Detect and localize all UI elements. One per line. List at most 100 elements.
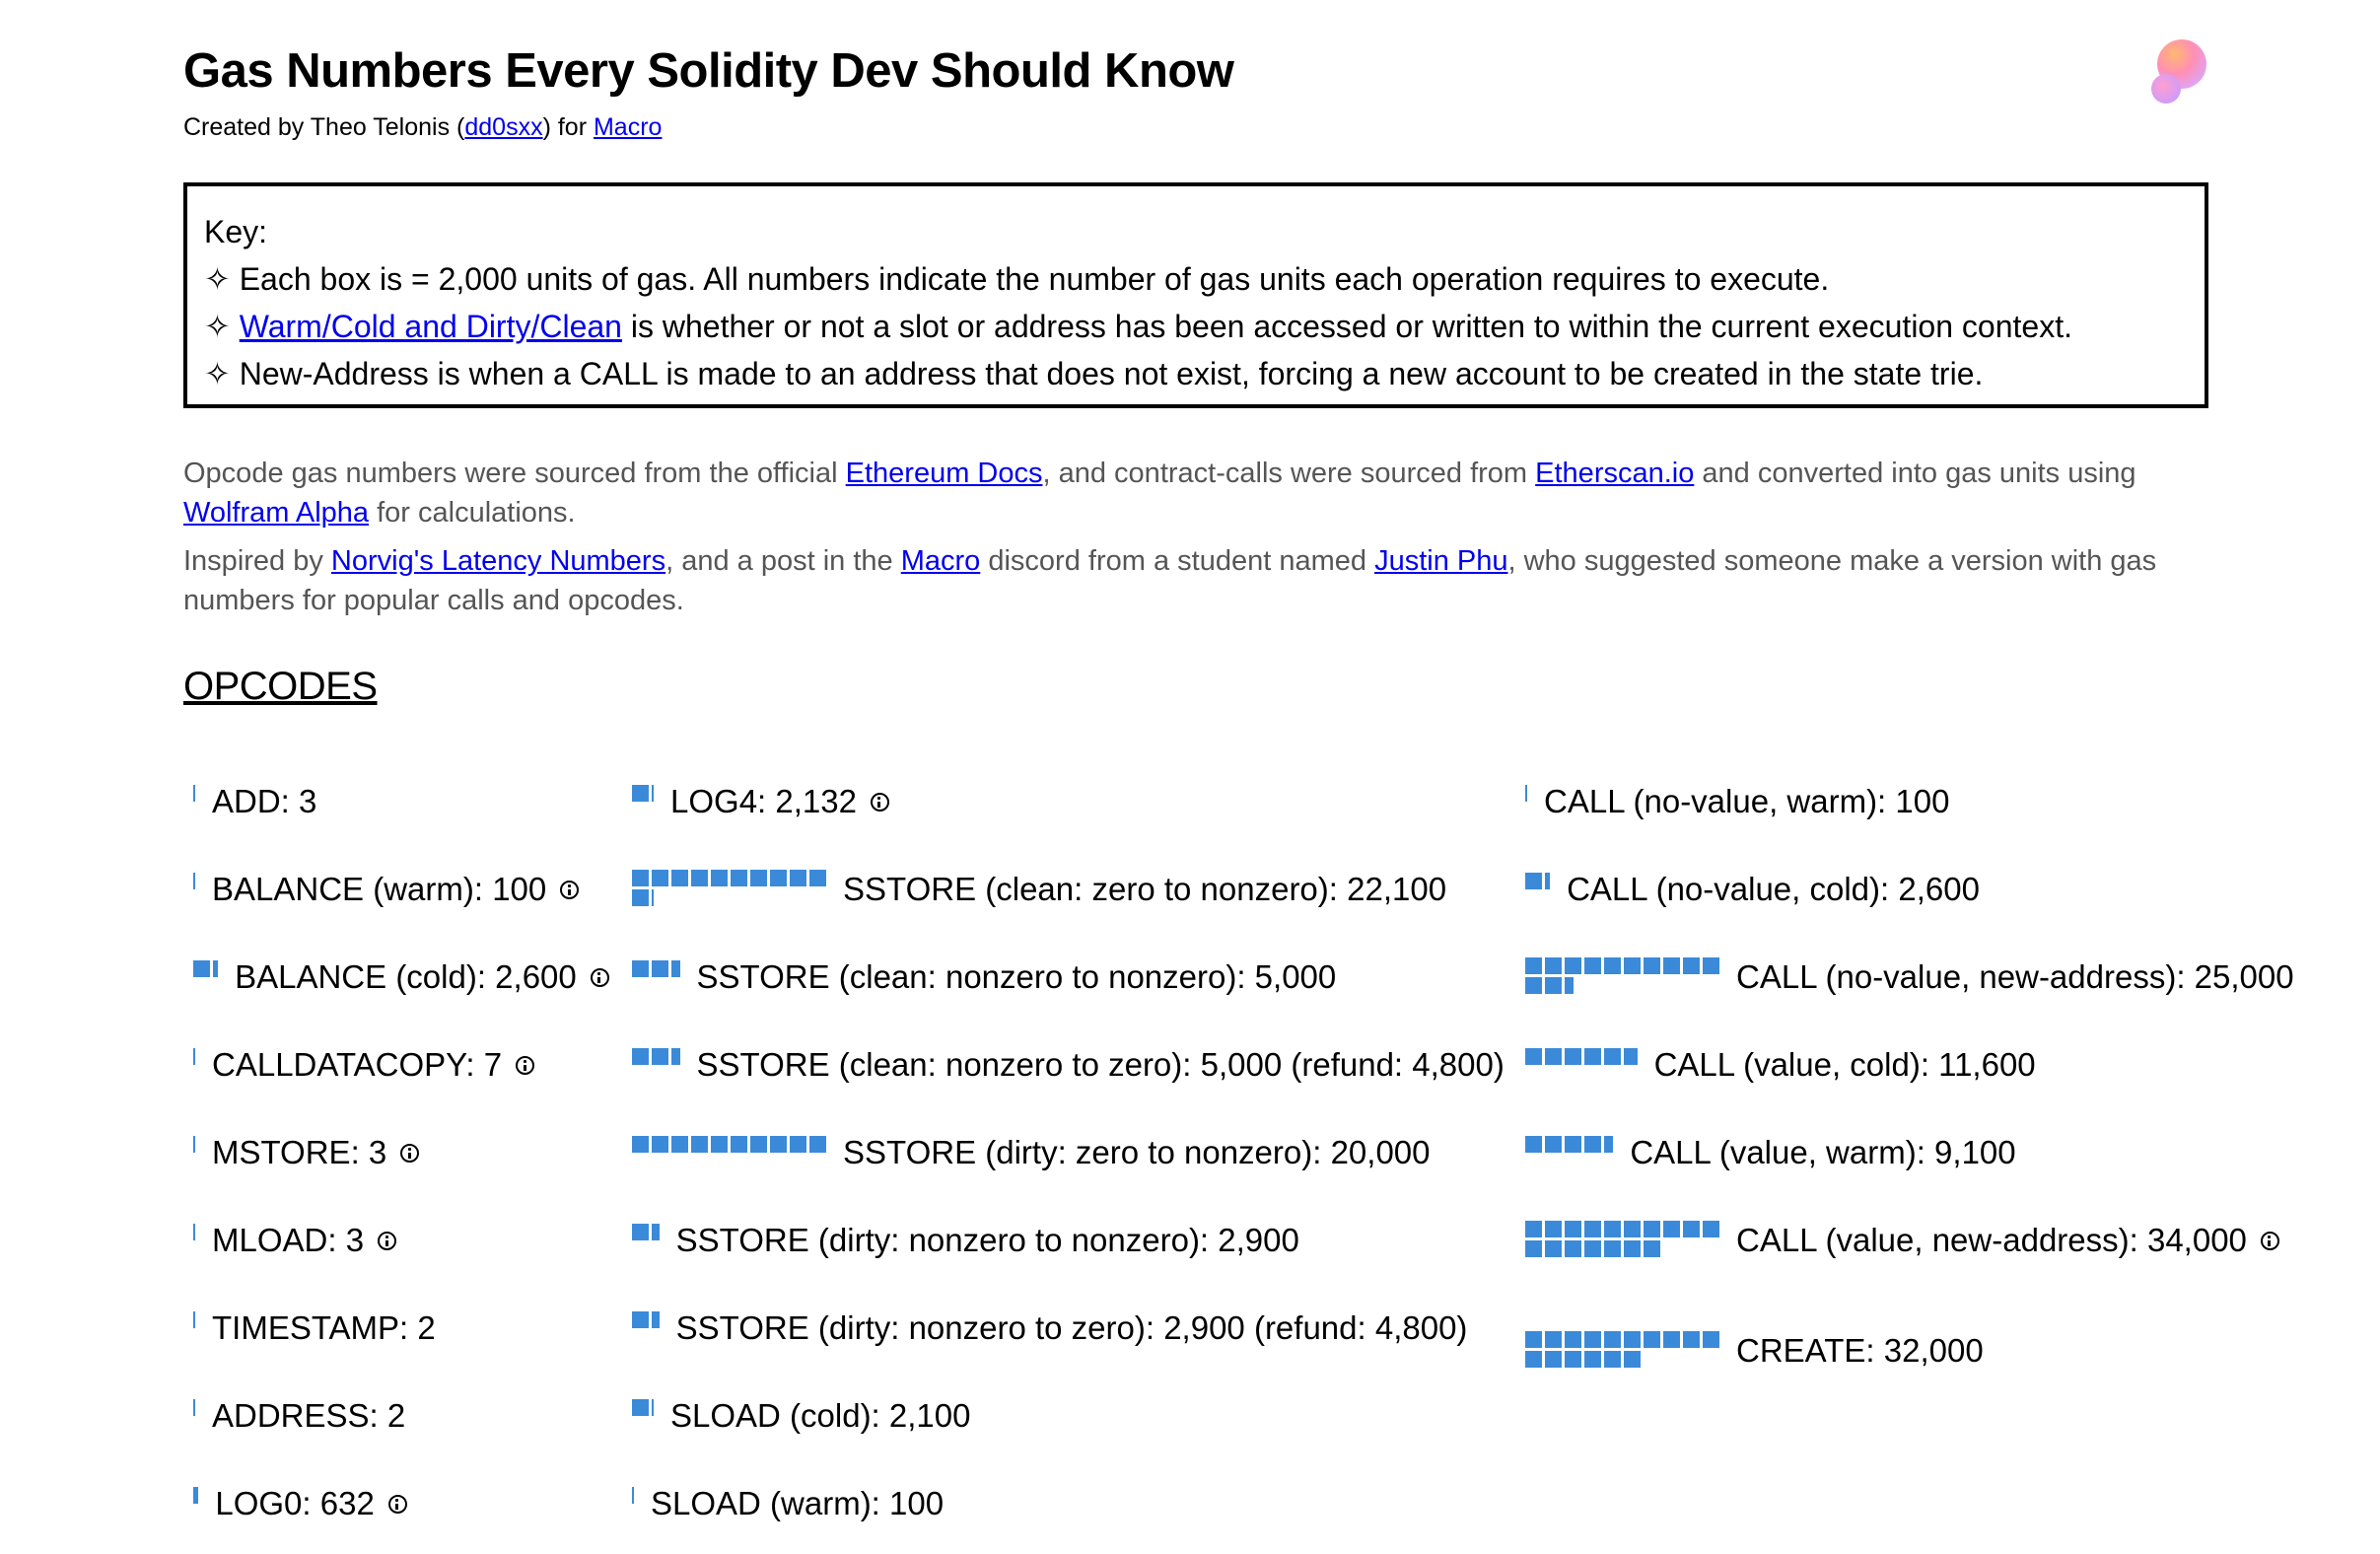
gas-box-partial (671, 960, 680, 977)
ethereum-docs-link[interactable]: Ethereum Docs (845, 458, 1043, 489)
gas-boxes (193, 1136, 198, 1156)
gas-boxes (632, 960, 683, 980)
gas-box-partial (193, 1311, 195, 1328)
opcode-row: SSTORE (clean: zero to nonzero): 22,100 (632, 870, 1446, 909)
gas-box (1525, 977, 1542, 994)
gas-box (1565, 1221, 1581, 1237)
info-icon[interactable] (590, 967, 609, 987)
gas-box-partial (193, 1399, 195, 1416)
info-icon[interactable] (870, 792, 889, 812)
justin-phu-link[interactable]: Justin Phu (1374, 545, 1508, 577)
opcode-row: CALL (value, warm): 9,100 (1525, 1133, 2016, 1172)
gas-box (632, 960, 649, 977)
gas-box (1624, 1331, 1641, 1348)
opcode-row: CREATE: 32,000 (1525, 1331, 1984, 1371)
gas-box (1545, 1240, 1562, 1257)
gas-boxes (632, 1136, 829, 1156)
gas-box (632, 1048, 649, 1065)
opcode-row: SLOAD (warm): 100 (632, 1484, 944, 1523)
wolfram-alpha-link[interactable]: Wolfram Alpha (183, 497, 370, 529)
author-link[interactable]: dd0sxx (464, 113, 543, 141)
opcode-row: MSTORE: 3 (193, 1133, 420, 1172)
key-line-1: ✧ Each box is = 2,000 units of gas. All … (204, 255, 2205, 303)
info-icon[interactable] (387, 1494, 407, 1514)
opcode-row: CALL (no-value, warm): 100 (1525, 782, 1949, 821)
gas-box (632, 1136, 649, 1153)
gas-box (691, 870, 708, 886)
info-icon[interactable] (516, 1055, 535, 1075)
opcode-row: MLOAD: 3 (193, 1221, 397, 1260)
gas-boxes (632, 1048, 683, 1068)
opcode-row: TIMESTAMP: 2 (193, 1308, 436, 1348)
opcode-row: CALLDATACOPY: 7 (193, 1045, 535, 1085)
gas-box (1525, 873, 1542, 889)
norvig-link[interactable]: Norvig's Latency Numbers (330, 545, 666, 577)
opcode-label: CREATE: 32,000 (1736, 1332, 1984, 1369)
gas-box-partial (652, 889, 654, 906)
gas-box-partial (652, 1311, 660, 1328)
opcode-label: SLOAD (cold): 2,100 (670, 1397, 971, 1434)
gas-box (1584, 1136, 1601, 1153)
gas-boxes (193, 1487, 201, 1507)
gas-box (1565, 1331, 1581, 1348)
opcode-label: ADD: 3 (212, 783, 317, 819)
gas-box-partial (1624, 1048, 1638, 1065)
gas-box (632, 1399, 649, 1416)
gas-box-partial (213, 960, 219, 977)
info-icon[interactable] (2260, 1231, 2279, 1250)
gas-boxes (193, 1048, 198, 1068)
page-title: Gas Numbers Every Solidity Dev Should Kn… (183, 44, 1234, 98)
warm-cold-link[interactable]: Warm/Cold and Dirty/Clean (239, 309, 622, 344)
gas-box (770, 870, 787, 886)
opcode-row: BALANCE (warm): 100 (193, 870, 580, 909)
key-line-3-text: New-Address is when a CALL is made to an… (230, 356, 1984, 391)
gas-box (1545, 1048, 1562, 1065)
gas-box (1604, 1351, 1621, 1368)
gas-box (711, 870, 728, 886)
opcode-label: CALL (no-value, cold): 2,600 (1567, 871, 1980, 907)
gas-box (1604, 1240, 1621, 1257)
opcode-label: SSTORE (clean: nonzero to zero): 5,000 (… (696, 1046, 1505, 1083)
gas-box (1565, 1351, 1581, 1368)
gas-boxes (1525, 1331, 1722, 1371)
gas-box-partial (1525, 785, 1527, 802)
sources-text: , and contract-calls were sourced from (1042, 458, 1536, 489)
info-icon[interactable] (378, 1231, 397, 1250)
gas-box (1683, 957, 1700, 974)
gas-boxes (632, 1487, 637, 1507)
gas-boxes (193, 785, 198, 805)
gas-box (632, 1311, 649, 1328)
info-icon[interactable] (560, 880, 580, 899)
sources-text: and converted into gas units using (1694, 458, 2136, 489)
credit-line: Created by Theo Telonis (dd0sxx) for Mac… (183, 110, 662, 144)
opcode-label: SSTORE (clean: zero to nonzero): 22,100 (843, 871, 1447, 907)
opcode-label: BALANCE (warm): 100 (212, 871, 547, 907)
opcode-label: MLOAD: 3 (212, 1222, 365, 1258)
etherscan-link[interactable]: Etherscan.io (1535, 458, 1695, 489)
gas-box (1604, 957, 1621, 974)
gas-box (1624, 957, 1641, 974)
macro-link[interactable]: Macro (593, 113, 663, 141)
opcode-row: SSTORE (dirty: nonzero to zero): 2,900 (… (632, 1308, 1467, 1348)
gas-box (1525, 1221, 1542, 1237)
gas-box (652, 1136, 668, 1153)
info-icon[interactable] (400, 1143, 420, 1163)
gas-box (1584, 1331, 1601, 1348)
opcode-label: CALL (value, warm): 9,100 (1630, 1134, 2016, 1170)
key-box: Key: ✧ Each box is = 2,000 units of gas.… (183, 182, 2208, 408)
gas-box (652, 870, 668, 886)
gas-box (1525, 957, 1542, 974)
gas-box (691, 1136, 708, 1153)
gas-box (1565, 957, 1581, 974)
key-line-2-text: is whether or not a slot or address has … (621, 309, 2072, 344)
opcode-label: CALLDATACOPY: 7 (212, 1046, 503, 1083)
macro-discord-link[interactable]: Macro (900, 545, 981, 577)
gas-box-partial (193, 1136, 195, 1153)
opcode-row: ADD: 3 (193, 782, 316, 821)
gas-box (1525, 1240, 1542, 1257)
gas-boxes (193, 1311, 198, 1331)
gas-box (1624, 1351, 1641, 1368)
key-line-2: ✧ Warm/Cold and Dirty/Clean is whether o… (204, 303, 2205, 350)
gas-box-partial (193, 873, 195, 889)
